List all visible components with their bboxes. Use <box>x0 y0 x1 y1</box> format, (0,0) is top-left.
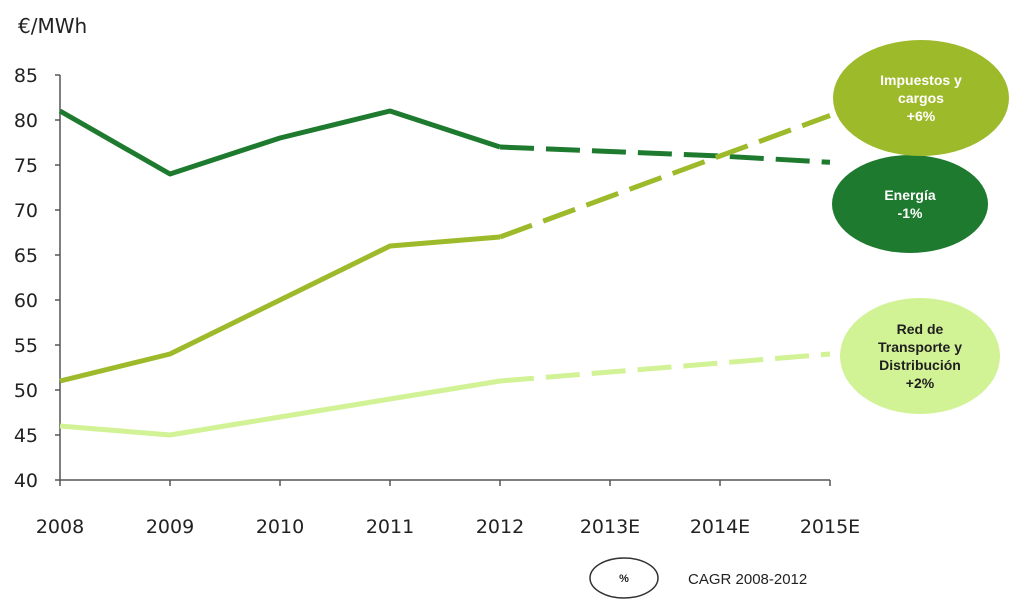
x-tick-label: 2010 <box>256 516 304 538</box>
axes: 40 45 50 55 60 65 70 75 80 85 2008 2009 2010 2011 2012… <box>14 65 860 538</box>
series-line-impuestos-forecast <box>500 116 830 238</box>
series-layer <box>60 111 830 435</box>
series-line-red-forecast <box>500 354 830 381</box>
y-tick-label: 40 <box>14 470 38 492</box>
series-line-energia-actual <box>60 111 500 174</box>
y-tick-label: 50 <box>14 380 38 402</box>
series-label-energia: Energía -1% <box>832 155 988 253</box>
legend: % CAGR 2008-2012 <box>590 558 807 598</box>
x-tick-label: 2009 <box>146 516 194 538</box>
y-tick-label: 45 <box>14 425 38 447</box>
series-label-line: +6% <box>907 108 936 124</box>
series-labels: Energía -1% Impuestos y cargos +6% Red de Tran… <box>832 40 1009 414</box>
y-tick-label: 70 <box>14 200 38 222</box>
series-label-line: Red de <box>897 321 944 337</box>
series-label-impuestos: Impuestos y cargos +6% <box>833 40 1009 156</box>
y-unit-label: €/MWh <box>18 14 87 38</box>
legend-text: CAGR 2008-2012 <box>688 571 807 588</box>
series-line-energia-forecast <box>500 147 830 162</box>
legend-symbol: % <box>619 573 629 585</box>
series-line-red-actual <box>60 381 500 435</box>
x-tick-label: 2013E <box>580 516 640 538</box>
series-line-impuestos-actual <box>60 237 500 381</box>
y-tick-label: 85 <box>14 65 38 87</box>
y-tick-label: 55 <box>14 335 38 357</box>
series-label-line: +2% <box>906 375 935 391</box>
series-label-line: Distribución <box>879 357 961 373</box>
series-label-bubble <box>832 155 988 253</box>
x-tick-label: 2011 <box>366 516 414 538</box>
x-tick-label: 2008 <box>36 516 84 538</box>
series-label-bubble <box>840 298 1000 414</box>
y-tick-label: 60 <box>14 290 38 312</box>
series-label-red: Red de Transporte y Distribución +2% <box>840 298 1000 414</box>
series-label-line: cargos <box>898 90 944 106</box>
y-tick-label: 65 <box>14 245 38 267</box>
y-tick-label: 80 <box>14 110 38 132</box>
series-label-line: -1% <box>898 205 923 221</box>
x-tick-label: 2015E <box>800 516 860 538</box>
y-tick-label: 75 <box>14 155 38 177</box>
series-label-line: Energía <box>884 187 936 203</box>
series-label-line: Transporte y <box>878 339 962 355</box>
series-label-line: Impuestos y <box>880 72 962 88</box>
x-tick-label: 2012 <box>476 516 524 538</box>
x-tick-label: 2014E <box>690 516 750 538</box>
